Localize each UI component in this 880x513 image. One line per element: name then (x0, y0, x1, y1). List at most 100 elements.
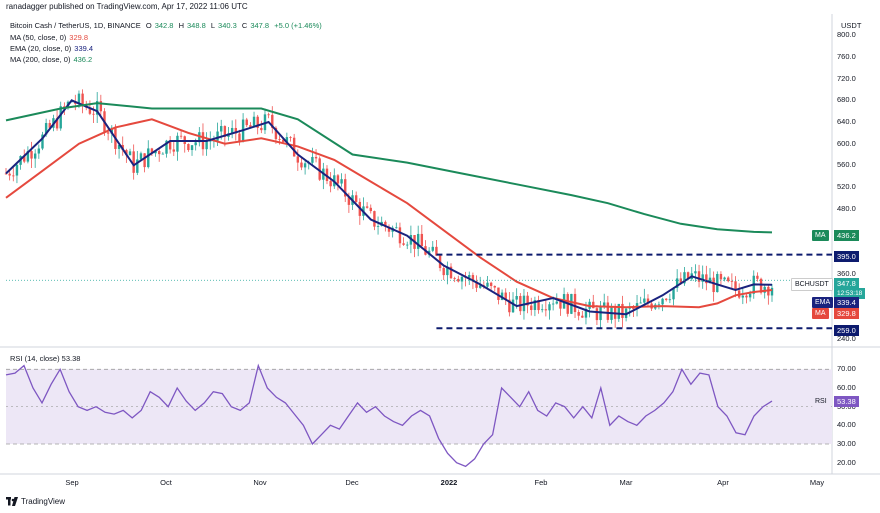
ema20-title: EMA (20, close, 0) (10, 44, 72, 53)
candle-body (646, 298, 650, 304)
candle-body (260, 127, 263, 131)
resistance-tag: 395.0 (834, 251, 859, 262)
ma200-tag-label: MA (812, 230, 829, 241)
candle-body (230, 127, 234, 134)
ohlc-open: 342.8 (154, 21, 174, 30)
candle-body (606, 302, 610, 320)
price-tick: 800.0 (837, 30, 856, 40)
rsi-tick: 20.00 (837, 457, 856, 467)
candle-body (143, 153, 146, 168)
candle-body (347, 196, 351, 205)
candle-body (150, 148, 154, 154)
candle-body (712, 277, 715, 293)
candle-body (599, 306, 602, 321)
candle-body (117, 144, 121, 149)
candle-body (220, 126, 223, 132)
candle-body (442, 268, 445, 276)
candle-body (318, 158, 321, 180)
ohlc-high-label: H (178, 21, 184, 30)
candle-body (701, 274, 704, 282)
ohlc-close: 347.8 (250, 21, 270, 30)
ohlc-close-label: C (241, 21, 248, 30)
candle-body (675, 278, 679, 288)
candle-body (657, 304, 661, 306)
candle-body (686, 272, 690, 280)
candle-body (303, 163, 307, 168)
symbol-tag-label: BCHUSDT (791, 278, 833, 291)
legend-ema20[interactable]: EMA (20, close, 0) 339.4 (10, 44, 96, 53)
candle-body (519, 296, 522, 312)
candle-body (763, 286, 766, 293)
candle-body (661, 298, 664, 305)
candle-body (198, 132, 201, 143)
candle-body (48, 123, 51, 128)
legend-ma50[interactable]: MA (50, close, 0) 329.8 (10, 33, 91, 42)
candle-body (541, 309, 544, 311)
publisher-line: ranadagger published on TradingView.com,… (6, 2, 248, 11)
candle-body (416, 233, 420, 249)
candle-body (41, 134, 44, 149)
rsi-band (6, 369, 832, 444)
rsi-tick: 60.00 (837, 383, 856, 392)
candle-body (478, 285, 482, 288)
candle-body (238, 133, 241, 141)
support-tag: 259.0 (834, 325, 859, 336)
candle-body (128, 151, 132, 156)
candle-body (12, 175, 15, 177)
rsi-line (5, 363, 773, 468)
tradingview-brand[interactable]: TradingView (6, 497, 65, 506)
candle-body (172, 149, 175, 152)
candle-body (632, 307, 635, 310)
candle-body (8, 173, 11, 176)
candle-body (77, 93, 81, 104)
candle-body (30, 151, 33, 159)
rsi-tick: 70.00 (837, 364, 856, 374)
candle-body (158, 150, 161, 155)
candle-body (639, 302, 642, 304)
time-tick: Mar (619, 478, 633, 487)
price-tick: 680.0 (837, 95, 856, 105)
price-tick: 760.0 (837, 52, 856, 62)
candle-body (756, 275, 759, 279)
ma200-value: 436.2 (73, 55, 93, 64)
candle-body (617, 303, 620, 319)
candle-body (88, 107, 92, 114)
candle-body (110, 127, 113, 134)
price-tick: 480.0 (837, 203, 856, 213)
rsi-tag-label: RSI (812, 396, 830, 407)
time-tick: Oct (160, 478, 172, 487)
candle-body (300, 162, 303, 168)
candle-body (194, 142, 197, 146)
rsi-legend[interactable]: RSI (14, close) 53.38 (10, 354, 81, 363)
candle-body (504, 292, 507, 300)
candle-body (727, 277, 730, 282)
candle-body (741, 295, 745, 298)
candle-body (548, 304, 551, 311)
price-tick: 520.0 (837, 182, 856, 191)
time-tick: May (809, 478, 825, 487)
ema-tag-value: 339.4 (834, 297, 859, 308)
candle-body (336, 175, 340, 184)
rsi-tick: 40.00 (837, 420, 856, 430)
candle-body (581, 315, 584, 318)
candle-body (471, 275, 475, 282)
candle-body (99, 101, 103, 112)
candle-body (161, 153, 165, 155)
candle-body (395, 227, 398, 229)
candle-body (15, 164, 19, 176)
candle-body (544, 309, 548, 311)
candle-body (537, 300, 540, 311)
candle-body (745, 295, 748, 298)
candle-body (179, 135, 183, 137)
time-tick: 2022 (440, 478, 458, 487)
candle-body (511, 299, 515, 313)
candle-body (106, 132, 110, 134)
candle-body (373, 211, 376, 227)
candle-body (95, 101, 99, 115)
legend-ma200[interactable]: MA (200, close, 0) 436.2 (10, 55, 95, 64)
candle-body (4, 173, 8, 175)
candle-body (406, 244, 409, 246)
ema20-line (5, 99, 773, 316)
candle-body (33, 153, 37, 159)
